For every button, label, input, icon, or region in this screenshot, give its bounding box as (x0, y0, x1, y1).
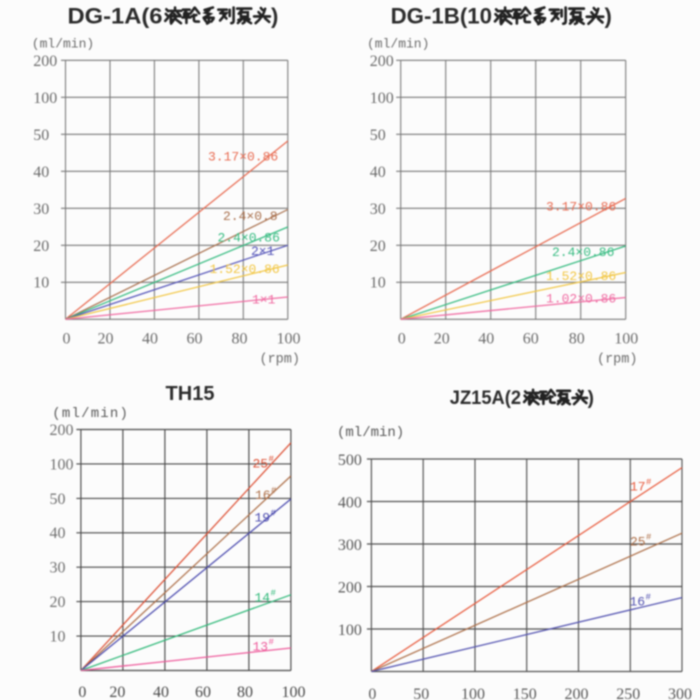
svg-text:100: 100 (461, 686, 485, 700)
svg-text:80: 80 (237, 684, 253, 700)
svg-text:100: 100 (282, 684, 306, 700)
svg-text:2.4×0.86: 2.4×0.86 (218, 231, 280, 246)
svg-text:0: 0 (63, 331, 71, 348)
svg-text:(ml/min): (ml/min) (337, 425, 404, 441)
svg-text:(rpm): (rpm) (597, 353, 638, 368)
svg-text:20: 20 (33, 238, 49, 255)
svg-text:20: 20 (109, 684, 125, 700)
svg-text:#: # (271, 486, 277, 496)
svg-text:60: 60 (523, 331, 539, 348)
svg-text:0: 0 (398, 331, 406, 348)
svg-text:60: 60 (187, 331, 203, 348)
svg-text:80: 80 (232, 331, 248, 348)
svg-text:17: 17 (630, 480, 646, 495)
svg-text:200: 200 (370, 53, 394, 70)
svg-text:#: # (646, 593, 652, 603)
svg-text:30: 30 (33, 201, 49, 218)
svg-text:2.4×0.8: 2.4×0.8 (223, 209, 278, 224)
svg-text:50: 50 (33, 127, 49, 144)
svg-text:250: 250 (616, 686, 640, 700)
svg-text:1.52×0.86: 1.52×0.86 (210, 262, 280, 277)
svg-text:): ) (271, 4, 278, 29)
svg-text:100: 100 (338, 622, 362, 639)
svg-text:25: 25 (630, 535, 646, 550)
svg-text:10: 10 (370, 274, 386, 291)
svg-text:DG-1A(6: DG-1A(6 (68, 4, 163, 29)
svg-text:40: 40 (370, 164, 386, 181)
svg-text:25: 25 (253, 457, 269, 472)
svg-text:10: 10 (33, 274, 49, 291)
svg-text:20: 20 (98, 331, 114, 348)
svg-text:#: # (646, 478, 652, 488)
svg-text:(ml/min): (ml/min) (32, 37, 94, 52)
svg-text:19: 19 (255, 511, 271, 526)
svg-text:3.17×0.86: 3.17×0.86 (208, 150, 278, 165)
svg-text:300: 300 (668, 686, 692, 700)
svg-text:10: 10 (50, 629, 66, 646)
svg-text:50: 50 (50, 491, 66, 508)
svg-text:150: 150 (513, 686, 537, 700)
svg-text:#: # (271, 509, 277, 519)
svg-text:16: 16 (630, 595, 646, 610)
svg-text:13: 13 (253, 640, 269, 655)
svg-text:40: 40 (142, 331, 158, 348)
svg-text:14: 14 (255, 591, 271, 606)
svg-text:200: 200 (50, 422, 74, 439)
svg-text:0: 0 (368, 686, 376, 700)
svg-text:100: 100 (614, 331, 638, 348)
svg-text:30: 30 (50, 560, 66, 577)
svg-text:(rpm): (rpm) (259, 353, 300, 368)
svg-text:#: # (271, 589, 277, 599)
svg-text:1.02×0.86: 1.02×0.86 (546, 292, 616, 307)
svg-text:1×1: 1×1 (252, 293, 276, 308)
svg-text:#: # (269, 638, 275, 648)
svg-text:0: 0 (78, 684, 86, 700)
svg-text:20: 20 (370, 238, 386, 255)
svg-text:DG-1B(10: DG-1B(10 (391, 4, 492, 29)
svg-text:1.52×0.86: 1.52×0.86 (546, 269, 616, 284)
svg-text:40: 40 (478, 331, 494, 348)
svg-text:200: 200 (338, 580, 362, 597)
svg-text:(ml/min): (ml/min) (367, 37, 429, 52)
svg-text:50: 50 (370, 127, 386, 144)
svg-text:40: 40 (153, 684, 169, 700)
svg-text:): ) (588, 388, 594, 409)
svg-text:500: 500 (338, 452, 362, 469)
svg-text:JZ15A(2: JZ15A(2 (450, 388, 521, 409)
svg-text:200: 200 (33, 53, 57, 70)
svg-text:300: 300 (338, 537, 362, 554)
svg-text:50: 50 (413, 686, 429, 700)
svg-text:20: 20 (434, 331, 450, 348)
svg-text:100: 100 (33, 90, 57, 107)
svg-text:80: 80 (569, 331, 585, 348)
svg-text:#: # (269, 455, 275, 465)
svg-text:200: 200 (565, 686, 589, 700)
svg-text:): ) (605, 4, 612, 29)
svg-text:16: 16 (255, 488, 271, 503)
svg-text:2×1: 2×1 (251, 244, 275, 259)
svg-text:TH15: TH15 (166, 383, 215, 405)
svg-text:30: 30 (370, 201, 386, 218)
svg-text:60: 60 (195, 684, 211, 700)
svg-text:40: 40 (50, 525, 66, 542)
svg-text:100: 100 (50, 456, 74, 473)
svg-text:20: 20 (50, 594, 66, 611)
svg-text:400: 400 (338, 495, 362, 512)
svg-text:#: # (646, 533, 652, 543)
svg-text:100: 100 (277, 331, 301, 348)
svg-text:40: 40 (33, 164, 49, 181)
svg-text:3.17×0.86: 3.17×0.86 (546, 200, 616, 215)
svg-text:100: 100 (370, 90, 394, 107)
svg-text:2.4×0.86: 2.4×0.86 (552, 245, 614, 260)
svg-text:(ml/min): (ml/min) (52, 406, 129, 422)
